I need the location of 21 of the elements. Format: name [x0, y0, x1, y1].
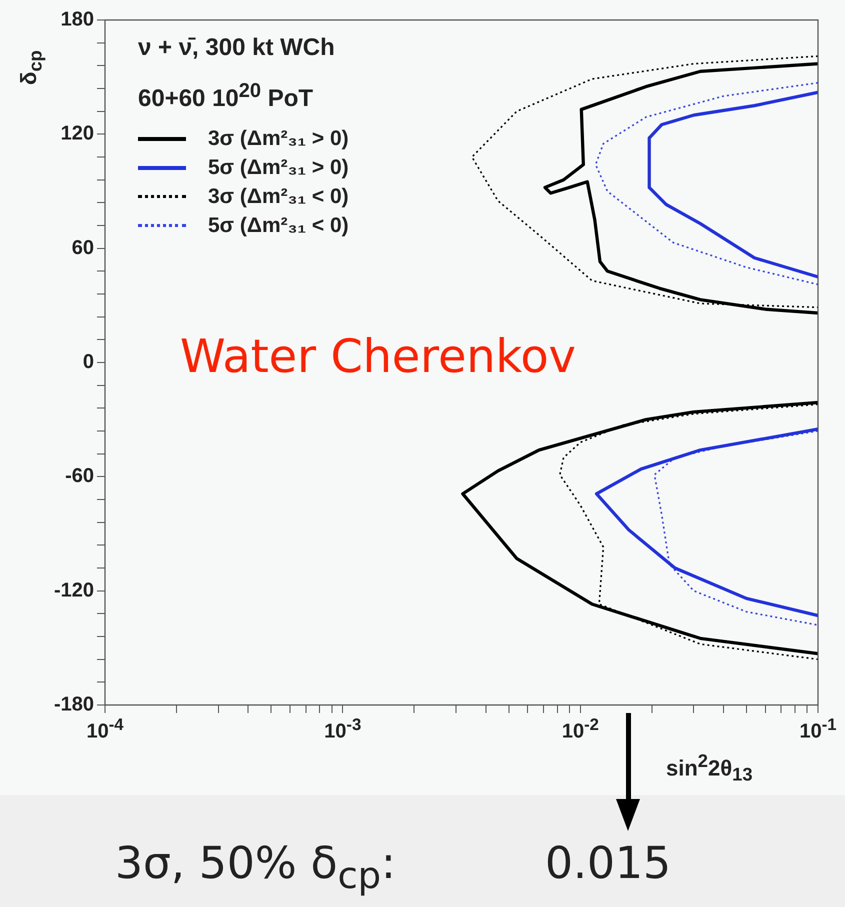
text: 0.015: [545, 838, 671, 889]
text: ν + ν̄, 300 kt WCh: [138, 34, 335, 62]
y-tick-label: 60: [72, 236, 94, 259]
legend-label: 5σ (Δm²₃₁ < 0): [208, 213, 349, 239]
annotation: Water Cherenkov: [180, 328, 576, 382]
x-tick-label: 10$^{-1}$: [800, 715, 837, 744]
legend-label: 5σ (Δm²₃₁ > 0): [208, 155, 349, 181]
y-tick-label: -120: [54, 579, 94, 602]
y-tick-label: 180: [60, 8, 94, 31]
text: 60+60 10$^{20}$ PoT: [138, 80, 314, 113]
x-tick-label: 10$^{-2}$: [562, 715, 599, 744]
legend-label: 3σ (Δm²₃₁ > 0): [208, 126, 349, 152]
text: 3σ, 50% δ$_{cp}$:: [115, 838, 396, 897]
y-tick-label: 120: [60, 122, 94, 145]
y-tick-label: 0: [82, 351, 94, 374]
x-axis-title: sin$^{2}$2θ$_{13}$: [666, 750, 753, 786]
y-tick-label: -60: [65, 465, 94, 488]
y-tick-label: -180: [54, 694, 94, 716]
legend-label: 3σ (Δm²₃₁ < 0): [208, 184, 349, 210]
x-tick-label: 10$^{-3}$: [324, 715, 362, 744]
x-tick-label: 10$^{-4}$: [86, 715, 124, 744]
